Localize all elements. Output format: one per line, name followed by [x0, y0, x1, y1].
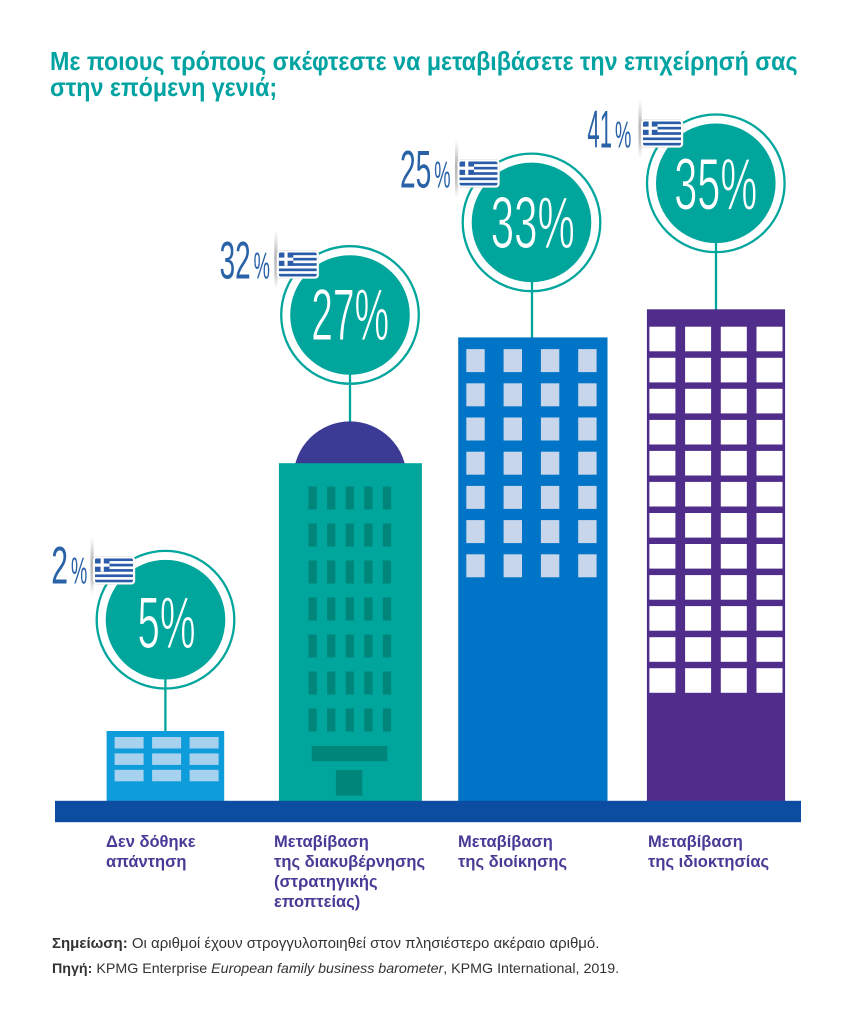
svg-text:33%: 33% [491, 183, 575, 264]
svg-text:2: 2 [51, 537, 68, 596]
svg-text:5%: 5% [138, 583, 196, 664]
svg-text:35%: 35% [674, 144, 757, 225]
svg-text:25: 25 [400, 141, 431, 200]
svg-text:%: % [71, 551, 87, 592]
svg-text:%: % [254, 246, 270, 287]
svg-text:41: 41 [587, 101, 612, 160]
svg-text:27%: 27% [311, 275, 389, 356]
svg-text:%: % [434, 155, 450, 196]
svg-text:%: % [615, 115, 631, 156]
svg-text:32: 32 [220, 232, 251, 291]
